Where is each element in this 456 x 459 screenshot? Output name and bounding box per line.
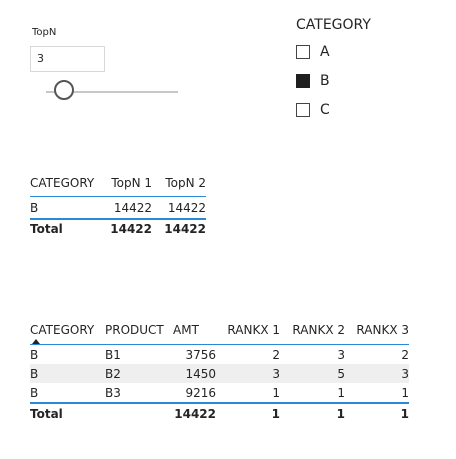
cell-total-amt: 14422 xyxy=(174,407,216,421)
topn-table: CATEGORY TopN 1 TopN 2 B 14422 14422 Tot… xyxy=(30,170,206,238)
topn-slider-track[interactable] xyxy=(46,91,178,93)
category-option-label: A xyxy=(320,44,330,60)
column-header-category[interactable]: CATEGORY xyxy=(30,316,105,345)
topn-slider-thumb[interactable] xyxy=(54,80,74,100)
category-option-label: B xyxy=(320,73,330,89)
cell-amt: 3756 xyxy=(185,347,216,362)
sort-ascending-icon xyxy=(32,339,40,344)
cell-rankx2: 3 xyxy=(337,347,345,362)
cell-total-label: Total xyxy=(30,407,63,421)
cell-rankx2: 1 xyxy=(337,385,345,400)
column-header-topn2[interactable]: TopN 2 xyxy=(165,176,206,190)
topn-slicer-title: TopN xyxy=(32,27,57,38)
cell-rankx1: 3 xyxy=(216,364,280,383)
cell-total-rankx1: 1 xyxy=(271,407,280,421)
column-header-rankx2[interactable]: RANKX 2 xyxy=(292,323,345,337)
column-header-amt[interactable]: AMT xyxy=(173,323,199,337)
table-header-row: CATEGORY PRODUCT AMT RANKX 1 RANKX 2 RAN… xyxy=(30,316,409,345)
cell-total-topn1: 14422 xyxy=(110,222,152,236)
cell-rankx2: 5 xyxy=(280,364,345,383)
cell-topn1: 14422 xyxy=(113,200,152,215)
cell-total-rankx3: 1 xyxy=(400,407,409,421)
cell-topn2: 14422 xyxy=(167,200,206,215)
table-row: B B1 3756 2 3 2 xyxy=(30,345,409,365)
table-row: B B3 9216 1 1 1 xyxy=(30,383,409,403)
category-slicer-title: CATEGORY xyxy=(296,17,371,33)
table-header-row: CATEGORY TopN 1 TopN 2 xyxy=(30,170,206,197)
category-option-c[interactable]: C xyxy=(296,101,330,119)
cell-total-label: Total xyxy=(30,222,63,236)
checkbox-a[interactable] xyxy=(296,45,310,59)
category-option-a[interactable]: A xyxy=(296,43,330,61)
column-header-label: CATEGORY xyxy=(30,323,95,337)
cell-rankx3: 3 xyxy=(345,364,409,383)
table-row: B 14422 14422 xyxy=(30,197,206,220)
column-header-rankx1[interactable]: RANKX 1 xyxy=(227,323,280,337)
category-option-b[interactable]: B xyxy=(296,72,330,90)
topn-value-input[interactable]: 3 xyxy=(30,46,105,72)
cell-rankx3: 2 xyxy=(401,347,409,362)
cell-rankx1: 2 xyxy=(272,347,280,362)
cell-product: B2 xyxy=(105,364,173,383)
cell-product: B1 xyxy=(105,347,121,362)
cell-category: B xyxy=(30,385,39,400)
cell-total-product xyxy=(105,403,173,424)
cell-amt: 1450 xyxy=(173,364,216,383)
column-header-topn1[interactable]: TopN 1 xyxy=(111,176,152,190)
cell-rankx1: 1 xyxy=(272,385,280,400)
rankx-table: CATEGORY PRODUCT AMT RANKX 1 RANKX 2 RAN… xyxy=(30,316,409,424)
cell-category: B xyxy=(30,347,39,362)
table-total-row: Total 14422 14422 xyxy=(30,219,206,238)
table-row: B B2 1450 3 5 3 xyxy=(30,364,409,383)
cell-total-rankx2: 1 xyxy=(336,407,345,421)
column-header-rankx3[interactable]: RANKX 3 xyxy=(356,323,409,337)
cell-total-topn2: 14422 xyxy=(164,222,206,236)
cell-rankx3: 1 xyxy=(401,385,409,400)
category-option-label: C xyxy=(320,102,330,118)
cell-category: B xyxy=(30,200,39,215)
table-total-row: Total 14422 1 1 1 xyxy=(30,403,409,424)
column-header-category[interactable]: CATEGORY xyxy=(30,176,95,190)
checkbox-c[interactable] xyxy=(296,103,310,117)
cell-category: B xyxy=(30,364,105,383)
cell-product: B3 xyxy=(105,385,121,400)
checkbox-b[interactable] xyxy=(296,74,310,88)
cell-amt: 9216 xyxy=(185,385,216,400)
column-header-product[interactable]: PRODUCT xyxy=(105,323,164,337)
